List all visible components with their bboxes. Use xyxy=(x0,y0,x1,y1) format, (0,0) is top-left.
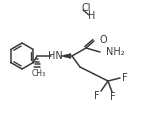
Polygon shape xyxy=(60,53,71,58)
Text: F: F xyxy=(110,92,116,102)
Text: F: F xyxy=(94,91,100,101)
Text: O: O xyxy=(99,35,107,45)
Text: H: H xyxy=(88,11,95,21)
Text: CH₃: CH₃ xyxy=(32,69,46,77)
Text: HN: HN xyxy=(48,51,62,61)
Text: F: F xyxy=(122,73,128,83)
Text: Cl: Cl xyxy=(82,3,92,13)
Text: NH₂: NH₂ xyxy=(106,47,125,57)
